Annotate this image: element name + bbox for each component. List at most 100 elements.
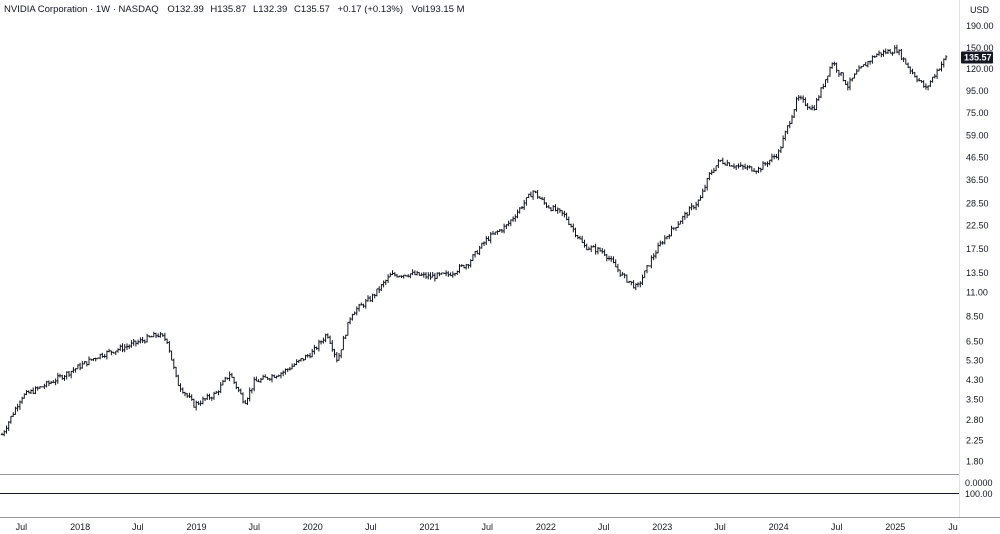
ohlc-bar	[54, 378, 57, 386]
ohlc-bar	[511, 216, 515, 222]
time-axis[interactable]: Jul 2018 Jul 2019 Jul 2020 Jul 2021 Jul 2022 Jul 20…	[16, 522, 958, 532]
ohlc-bar	[808, 106, 812, 110]
ohlc-bar	[215, 390, 218, 394]
ohlc-bar	[270, 374, 274, 383]
time-tick-label: 2021	[419, 522, 439, 532]
ohlc-bar	[306, 354, 309, 358]
price-tick-label: 5.30	[966, 356, 984, 366]
ohlc-bar	[420, 272, 423, 276]
ohlc-bar	[527, 193, 530, 198]
ohlc-bar	[295, 359, 298, 366]
ohlc-bar	[297, 359, 300, 363]
ohlc-bar	[29, 389, 33, 394]
ohlc-bar	[514, 214, 517, 222]
ohlc-bar	[161, 333, 164, 337]
ohlc-bar	[393, 272, 396, 277]
ohlc-bar	[732, 163, 736, 169]
ohlc-bar	[290, 363, 294, 370]
ohlc-bar	[868, 60, 872, 65]
ohlc-bar	[210, 396, 213, 401]
ohlc-bar	[583, 239, 586, 248]
ohlc-bar	[110, 350, 113, 356]
ohlc-bar	[592, 245, 595, 248]
ohlc-bar	[107, 348, 111, 353]
ohlc-bar	[72, 367, 75, 374]
volume-value: Vol193.15 M	[411, 4, 465, 15]
ohlc-bar	[810, 104, 814, 111]
ohlc-bar	[877, 50, 881, 56]
ohlc-bar	[197, 401, 200, 405]
ohlc-bar	[311, 349, 314, 358]
ohlc-bar	[375, 288, 379, 297]
ohlc-bar	[712, 167, 716, 173]
ohlc-bar	[411, 269, 414, 276]
ohlc-bar	[268, 378, 271, 381]
ohlc-bar	[699, 195, 702, 201]
ohlc-bar	[228, 371, 231, 382]
price-axis[interactable]: 190.00 150.00 120.00 95.00 75.00 59.00 46.50 36…	[966, 21, 994, 467]
ohlc-bar	[536, 190, 539, 199]
ohlc-bar	[525, 197, 528, 206]
ohlc-bar	[232, 376, 236, 384]
time-tick-label: 2025	[885, 522, 905, 532]
indicator-pane[interactable]: 0.0000 100.00	[0, 474, 993, 500]
ohlc-bar	[545, 202, 548, 209]
symbol-title[interactable]: NVIDIA Corporation · 1W · NASDAQ	[4, 4, 159, 15]
ohlc-bar	[460, 264, 463, 267]
ohlc-bar	[148, 335, 151, 338]
ohlc-bar	[473, 251, 477, 258]
ohlc-bar	[920, 80, 923, 83]
ohlc-bar	[27, 390, 30, 394]
ohlc-bar	[714, 165, 718, 172]
ohlc-bar	[418, 272, 421, 276]
ohlc-bar	[552, 205, 555, 212]
ohlc-bar	[909, 66, 912, 74]
ohlc-bar	[255, 376, 258, 382]
ohlc-bar	[933, 74, 936, 79]
close-value: C135.57	[293, 4, 330, 15]
current-price-label: 135.57	[964, 53, 992, 63]
ohlc-bar	[866, 61, 870, 68]
ohlc-bar	[400, 275, 403, 278]
ohlc-bar	[123, 344, 126, 353]
ohlc-bar	[132, 339, 135, 346]
ohlc-bar	[529, 191, 533, 198]
price-tick-label: 36.50	[966, 175, 989, 185]
ohlc-bar	[313, 344, 316, 355]
ohlc-bar	[826, 75, 829, 83]
time-tick-label: 2023	[652, 522, 672, 532]
ohlc-bar	[195, 400, 198, 411]
low-value: L132.39	[252, 4, 288, 15]
ohlc-bar	[603, 249, 606, 256]
ohlc-bar	[543, 197, 546, 205]
ohlc-bar	[143, 339, 146, 344]
ohlc-bar	[119, 344, 122, 351]
ohlc-bar	[659, 240, 662, 247]
ohlc-bar	[49, 381, 53, 385]
ohlc-bar	[65, 371, 68, 380]
ohlc-bar	[63, 375, 66, 381]
ohlc-bar	[594, 243, 597, 255]
ohlc-bar	[471, 254, 475, 261]
ohlc-bar	[590, 245, 593, 253]
ohlc-bar	[855, 69, 858, 75]
ohlc-bar	[904, 58, 907, 65]
ohlc-bar	[895, 44, 899, 54]
ohlc-bar	[924, 83, 928, 90]
ohlc-bar	[802, 95, 805, 103]
ohlc-bar	[427, 272, 430, 280]
ohlc-bar	[344, 334, 347, 339]
price-tick-label: 95.00	[966, 86, 989, 96]
ohlc-bar	[96, 357, 100, 360]
ohlc-bar	[275, 375, 278, 379]
ohlc-bar	[186, 393, 189, 398]
ohlc-bar	[663, 235, 666, 245]
ohlc-bar	[913, 71, 916, 78]
ohlc-bar	[286, 368, 289, 373]
ohlc-bar	[652, 253, 655, 261]
ohlc-bar	[168, 341, 171, 353]
ohlc-bar	[45, 380, 48, 388]
ohlc-bar	[614, 259, 617, 268]
ohlc-bar	[348, 317, 352, 325]
